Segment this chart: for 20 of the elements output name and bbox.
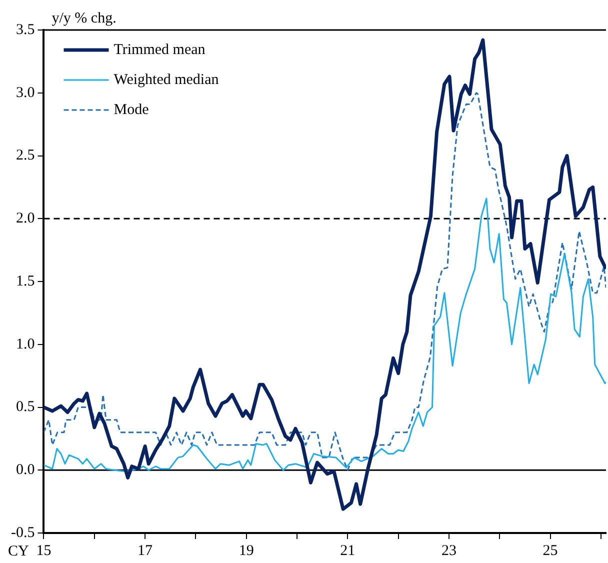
x-tick-label: 25 [542,542,558,559]
y-tick-label: 3.0 [16,84,35,101]
y-tick-label: 0.5 [16,399,35,416]
y-tick-label: 1.5 [16,273,35,290]
x-tick-label: 15 [36,542,52,559]
y-tick-label: 3.5 [16,22,35,38]
y-tick-label: 0.0 [16,462,35,478]
y-tick-label: 1.0 [16,336,35,352]
y-tick-label: 2.0 [16,210,35,227]
x-tick-label: 17 [138,542,154,559]
x-tick-label: 21 [340,542,356,559]
legend-label: Mode [114,102,150,118]
y-tick-label: 2.5 [16,148,35,164]
x-axis-title: CY [8,543,30,560]
x-tick-label: 19 [238,542,254,559]
legend-label: Weighted median [114,72,220,88]
x-tick-label: 23 [441,542,456,559]
y-axis-title: y/y % chg. [52,10,116,26]
legend-label: Trimmed mean [114,42,206,58]
y-tick-label: -0.5 [10,524,35,541]
